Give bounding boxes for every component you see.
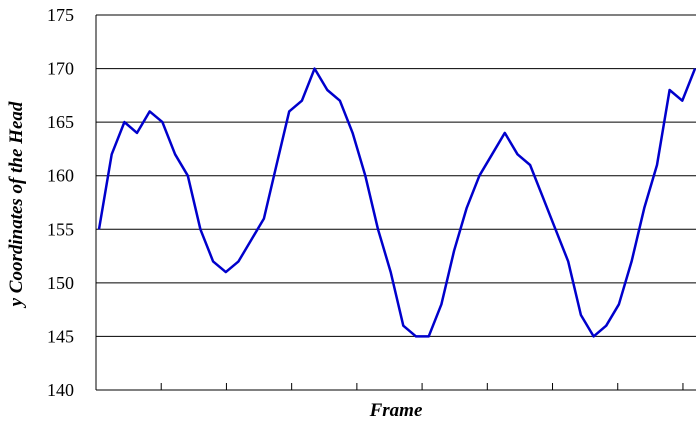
y-tick-label-140: 140	[47, 380, 74, 400]
y-tick-label-165: 165	[47, 112, 74, 132]
y-tick-label-160: 160	[47, 166, 74, 186]
y-tick-label-170: 170	[47, 59, 74, 79]
gridlines	[96, 14, 696, 337]
series-group	[97, 67, 696, 338]
axes	[95, 15, 696, 391]
y-tick-label-145: 145	[47, 326, 74, 346]
series-line	[97, 67, 696, 338]
y-tick-label-150: 150	[47, 273, 74, 293]
y-tick-labels: 140 145 150 155 160 165 170 175	[47, 5, 74, 400]
y-tick-label-155: 155	[47, 219, 74, 239]
y-axis-title: y Coordinates of the Head	[6, 101, 27, 308]
y-tick-label-175: 175	[47, 5, 74, 25]
x-axis-title: Frame	[369, 400, 423, 421]
